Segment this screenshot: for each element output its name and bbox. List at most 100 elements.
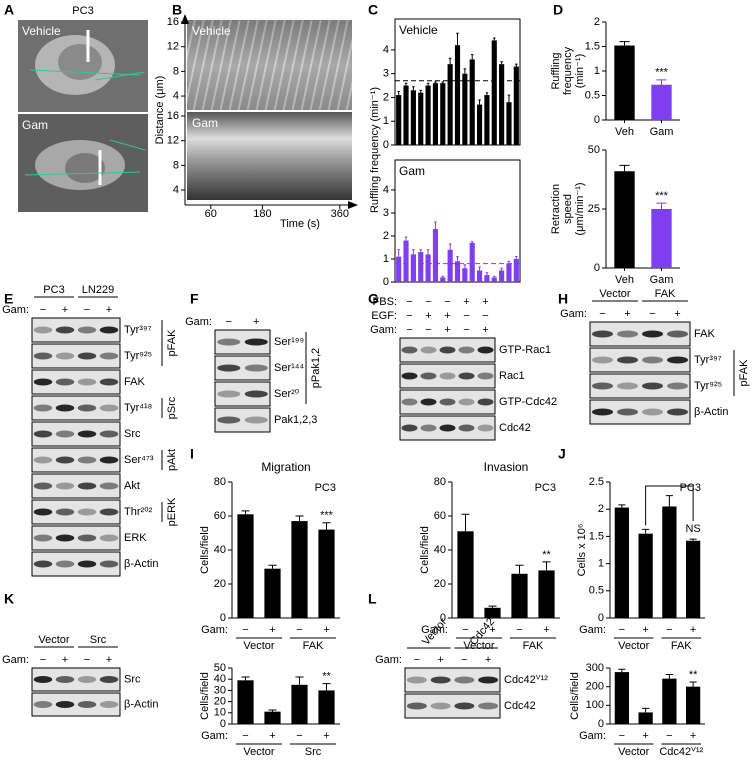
y-tick-label: 2 <box>383 91 389 103</box>
error-bar <box>485 272 489 276</box>
row-label: Tyr⁹²⁵ <box>694 380 722 392</box>
sign: + <box>106 654 112 666</box>
x-tick-label: + <box>543 624 549 636</box>
band <box>401 346 418 354</box>
sign: − <box>414 654 420 666</box>
blot <box>31 667 121 692</box>
sign: − <box>463 324 469 336</box>
band <box>33 534 53 542</box>
band <box>667 382 688 390</box>
x-row-label: Gam: <box>201 624 228 636</box>
band <box>420 398 437 406</box>
row-label: Rac1 <box>499 370 525 382</box>
y-tick-label: 12 <box>167 135 179 147</box>
y-tick-label: 30 <box>214 684 226 696</box>
error-bar <box>665 674 673 679</box>
image-label: Gam <box>192 116 218 130</box>
header: LN229 <box>82 284 114 296</box>
group-label: pAkt <box>166 449 178 471</box>
y-tick-label: 300 <box>586 662 604 674</box>
bar <box>410 90 416 145</box>
row-label: Akt <box>124 480 140 492</box>
y-axis-label: frequency <box>562 46 574 95</box>
x-tick-label: − <box>462 624 468 636</box>
error-bar <box>500 267 503 271</box>
band <box>55 508 75 516</box>
blot <box>31 395 121 421</box>
band <box>33 430 53 438</box>
band <box>477 372 494 380</box>
error-bar <box>515 63 518 67</box>
panel-letter: A <box>4 2 14 18</box>
bar <box>396 95 402 145</box>
bar <box>484 95 490 145</box>
significance: *** <box>655 190 669 202</box>
panel-a-title: PC3 <box>72 5 93 17</box>
band <box>667 356 688 364</box>
chart-title: Vehicle <box>399 23 438 37</box>
bar <box>264 711 281 724</box>
band <box>33 326 53 334</box>
band <box>401 424 418 432</box>
error-bar <box>542 561 551 571</box>
x-tick-label: − <box>296 624 302 636</box>
panel-letter: B <box>172 2 182 18</box>
blot <box>31 525 121 551</box>
error-bar <box>500 61 503 65</box>
sign: + <box>253 316 259 328</box>
blot <box>31 473 121 499</box>
y-axis-label: Retraction <box>550 184 562 234</box>
band <box>420 346 437 354</box>
error-bar <box>441 81 445 84</box>
bar <box>638 712 653 724</box>
bar <box>440 83 446 145</box>
row-label: Ser⁴⁷³ <box>124 454 154 466</box>
row-label: Tyr³⁹⁷ <box>124 324 152 336</box>
panel-letter: J <box>558 446 566 462</box>
y-tick-label: 2 <box>594 16 600 28</box>
header: Vector <box>599 288 631 300</box>
y-tick-label: 1 <box>598 558 604 570</box>
x-tick-label: + <box>690 730 696 742</box>
error-bar <box>241 510 250 515</box>
group-label: FAK <box>303 640 324 652</box>
error-bar <box>485 92 489 96</box>
band <box>77 352 97 360</box>
y-axis-label: Cells/field <box>199 526 211 574</box>
y-axis-label: Cells/field <box>199 672 211 720</box>
bar <box>462 73 468 145</box>
group-label: Vector <box>243 640 275 652</box>
row-label: Tyr⁹²⁵ <box>124 350 152 362</box>
sign: − <box>444 296 450 308</box>
band <box>244 416 268 424</box>
error-bar <box>618 668 626 673</box>
error-bar <box>419 89 423 93</box>
band <box>99 534 119 542</box>
sign: + <box>62 304 68 316</box>
error-bar <box>412 86 415 91</box>
sign: + <box>444 310 450 322</box>
group-label: Src <box>305 746 322 758</box>
bar <box>614 45 635 120</box>
band <box>244 390 268 398</box>
chart-subtitle: PC3 <box>680 482 701 494</box>
band <box>99 482 119 490</box>
error-bar <box>448 243 452 250</box>
error-bar <box>478 266 481 271</box>
y-tick-label: 20 <box>214 696 226 708</box>
band <box>33 352 53 360</box>
band <box>667 330 688 338</box>
y-tick-label: 1 <box>383 115 389 127</box>
bar <box>403 85 409 145</box>
header: PC3 <box>43 284 64 296</box>
y-tick-label: 0 <box>594 262 600 274</box>
band <box>99 404 119 412</box>
band <box>642 356 663 364</box>
group-label: FAK <box>671 640 692 652</box>
error-bar <box>463 68 467 74</box>
band <box>667 408 688 416</box>
chart-subtitle: PC3 <box>315 482 336 494</box>
y-tick-label: 0 <box>220 612 226 624</box>
sign: − <box>463 310 469 322</box>
